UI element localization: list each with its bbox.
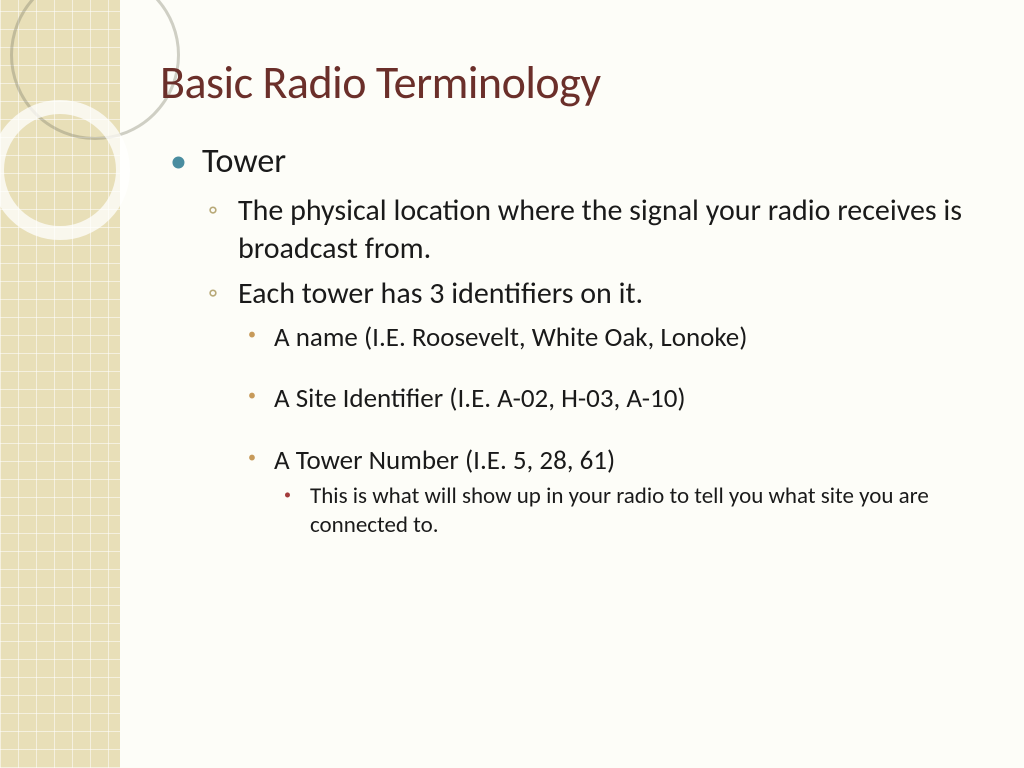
bullet-level-2: Each tower has 3 identifiers on it. [160, 275, 984, 313]
bullet-level-1: Tower [160, 141, 984, 182]
bullet-list: Tower The physical location where the si… [160, 141, 984, 539]
bullet-level-2: The physical location where the signal y… [160, 192, 984, 267]
bullet-level-4: This is what will show up in your radio … [160, 482, 984, 540]
slide-content: Basic Radio Terminology Tower The physic… [160, 55, 984, 539]
bullet-level-3: A name (I.E. Roosevelt, White Oak, Lonok… [160, 321, 984, 355]
bullet-level-3: A Site Identifier (I.E. A-02, H-03, A-10… [160, 382, 984, 416]
slide-title: Basic Radio Terminology [160, 55, 984, 111]
bullet-level-3: A Tower Number (I.E. 5, 28, 61) [160, 444, 984, 478]
